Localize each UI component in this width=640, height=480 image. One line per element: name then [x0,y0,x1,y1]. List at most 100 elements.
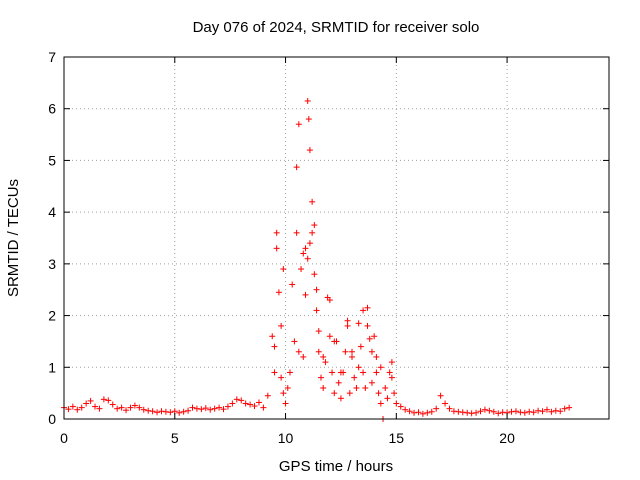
data-point-marker [317,374,324,381]
data-point-marker [275,289,282,296]
data-point-marker [521,409,528,416]
data-point-marker [477,408,484,415]
data-point-marker [306,147,313,154]
data-point-marker [473,409,480,416]
data-point-marker [557,408,564,415]
data-points [61,97,573,422]
data-point-marker [495,410,502,417]
data-point-marker [442,400,449,407]
data-point-marker [552,407,559,414]
data-point-marker [386,369,393,376]
data-point-marker [280,390,287,397]
data-point-marker [167,409,174,416]
data-point-marker [344,322,351,329]
data-point-marker [105,397,112,404]
data-point-marker [351,374,358,381]
data-point-marker [315,328,322,335]
data-point-marker [207,406,214,413]
y-tick-label: 1 [48,359,56,375]
x-tick-label: 5 [171,430,179,446]
data-point-marker [364,304,371,311]
data-point-marker [293,164,300,171]
y-axis-label: SRMTID / TECUs [5,179,22,297]
data-point-marker [185,407,192,414]
x-tick-label: 20 [499,430,515,446]
data-point-marker [176,409,183,416]
data-point-marker [397,403,404,410]
x-tick-label: 10 [278,430,294,446]
y-tick-label: 0 [48,411,56,427]
data-point-marker [271,343,278,350]
data-point-marker [293,229,300,236]
data-point-marker [349,348,356,355]
data-point-marker [284,384,291,391]
y-tick-label: 3 [48,256,56,272]
data-point-marker [402,406,409,413]
data-point-marker [388,359,395,366]
data-point-marker [406,408,413,415]
data-point-marker [313,286,320,293]
data-point-marker [424,409,431,416]
data-point-marker [114,405,121,412]
data-point-marker [309,229,316,236]
data-point-marker [304,255,311,262]
data-point-marker [384,395,391,402]
data-point-marker [162,408,169,415]
data-point-marker [189,404,196,411]
data-point-marker [289,281,296,288]
data-point-marker [300,250,307,257]
data-point-marker [180,408,187,415]
data-point-marker [450,408,457,415]
data-point-marker [298,266,305,273]
data-point-marker [566,404,573,411]
data-point-marker [92,403,99,410]
data-point-marker [486,407,493,414]
data-point-marker [382,384,389,391]
data-point-marker [415,409,422,416]
data-point-marker [331,338,338,345]
data-point-marker [145,407,152,414]
data-point-marker [118,404,125,411]
y-tick-label: 7 [48,49,56,65]
data-point-marker [251,403,258,410]
data-point-marker [305,116,312,123]
data-point-marker [464,409,471,416]
data-point-marker [278,322,285,329]
data-point-marker [490,408,497,415]
data-point-marker [535,407,542,414]
data-point-marker [260,404,267,411]
data-point-marker [140,406,147,413]
data-point-marker [311,271,318,278]
data-point-marker [127,404,134,411]
data-point-marker [100,396,107,403]
data-point-marker [229,400,236,407]
data-point-marker [320,353,327,360]
data-point-marker [419,410,426,417]
x-axis-label: GPS time / hours [279,458,393,475]
data-point-marker [83,400,90,407]
data-point-marker [428,408,435,415]
data-point-marker [233,396,240,403]
data-point-marker [393,400,400,407]
data-point-marker [269,333,276,340]
data-point-marker [433,405,440,412]
data-point-marker [499,409,506,416]
data-point-marker [302,291,309,298]
data-point-marker [459,409,466,416]
data-point-marker [411,409,418,416]
data-point-marker [517,409,524,416]
data-point-marker [315,348,322,355]
data-point-marker [123,407,130,414]
data-point-marker [326,333,333,340]
data-point-marker [561,405,568,412]
data-point-marker [360,307,367,314]
data-point-marker [202,405,209,412]
data-point-marker [247,401,254,408]
data-point-marker [69,403,76,410]
data-point-marker [198,406,205,413]
data-point-marker [371,333,378,340]
data-point-marker [353,384,360,391]
data-point-marker [364,322,371,329]
data-point-marker [74,406,81,413]
